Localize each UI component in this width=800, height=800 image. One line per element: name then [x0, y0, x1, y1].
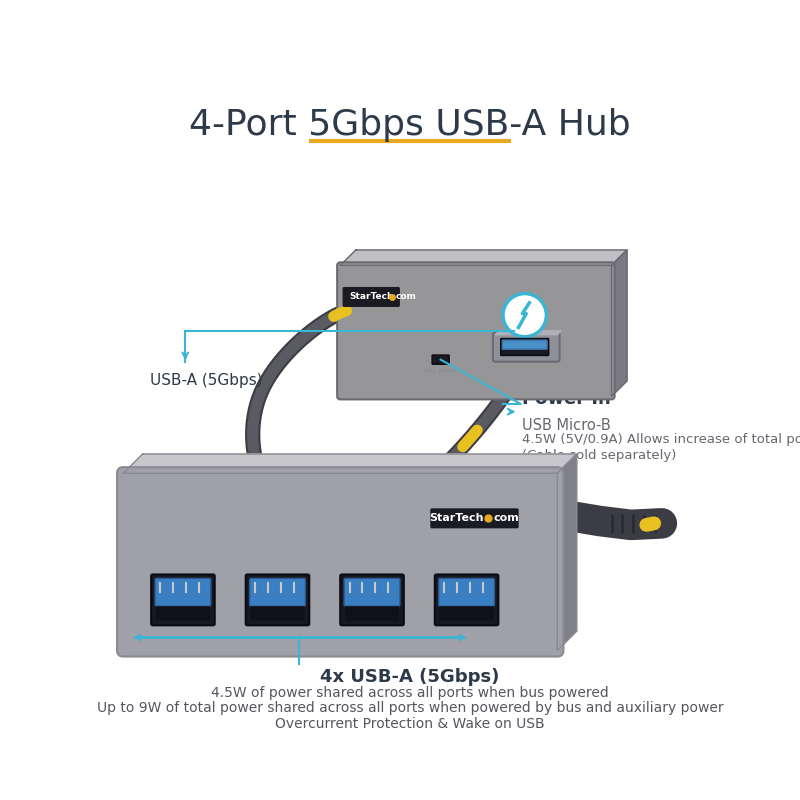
FancyBboxPatch shape	[493, 332, 559, 362]
Polygon shape	[558, 454, 577, 650]
FancyBboxPatch shape	[439, 606, 494, 621]
FancyBboxPatch shape	[337, 262, 614, 399]
FancyBboxPatch shape	[117, 467, 563, 657]
Polygon shape	[340, 250, 627, 266]
Polygon shape	[123, 454, 577, 474]
Text: Power In: Power In	[522, 390, 611, 408]
Polygon shape	[611, 250, 627, 396]
FancyBboxPatch shape	[501, 338, 549, 355]
FancyBboxPatch shape	[502, 340, 547, 350]
FancyBboxPatch shape	[340, 574, 404, 626]
Text: (Cable sold separately): (Cable sold separately)	[522, 449, 677, 462]
FancyBboxPatch shape	[151, 574, 214, 626]
Text: 4.5W (5V/0.9A) Allows increase of total power to 9W: 4.5W (5V/0.9A) Allows increase of total …	[522, 434, 800, 446]
FancyBboxPatch shape	[435, 574, 498, 626]
Text: 4-Port 5Gbps USB-A Hub: 4-Port 5Gbps USB-A Hub	[189, 108, 631, 142]
FancyBboxPatch shape	[432, 355, 449, 364]
Text: Up to 9W of total power shared across all ports when powered by bus and auxiliar: Up to 9W of total power shared across al…	[97, 702, 723, 715]
FancyBboxPatch shape	[250, 578, 306, 606]
FancyBboxPatch shape	[438, 578, 494, 606]
FancyBboxPatch shape	[250, 606, 305, 621]
FancyBboxPatch shape	[246, 574, 310, 626]
FancyBboxPatch shape	[155, 578, 211, 606]
FancyBboxPatch shape	[344, 578, 400, 606]
Text: 4.5W of power shared across all ports when bus powered: 4.5W of power shared across all ports wh…	[211, 686, 609, 700]
Text: StarTech: StarTech	[430, 514, 484, 523]
Circle shape	[503, 294, 546, 337]
FancyBboxPatch shape	[430, 508, 518, 528]
FancyBboxPatch shape	[342, 287, 400, 307]
FancyBboxPatch shape	[156, 606, 210, 621]
Text: Aux Power: Aux Power	[424, 369, 457, 374]
Text: 4x USB-A (5Gbps): 4x USB-A (5Gbps)	[320, 668, 500, 686]
Text: USB Micro-B: USB Micro-B	[522, 418, 611, 433]
Polygon shape	[495, 331, 561, 334]
Text: StarTech: StarTech	[349, 293, 394, 302]
Text: com: com	[494, 514, 520, 523]
Text: USB-A (5Gbps): USB-A (5Gbps)	[150, 373, 263, 388]
Text: com: com	[396, 293, 417, 302]
FancyBboxPatch shape	[345, 606, 399, 621]
Text: Overcurrent Protection & Wake on USB: Overcurrent Protection & Wake on USB	[275, 717, 545, 730]
